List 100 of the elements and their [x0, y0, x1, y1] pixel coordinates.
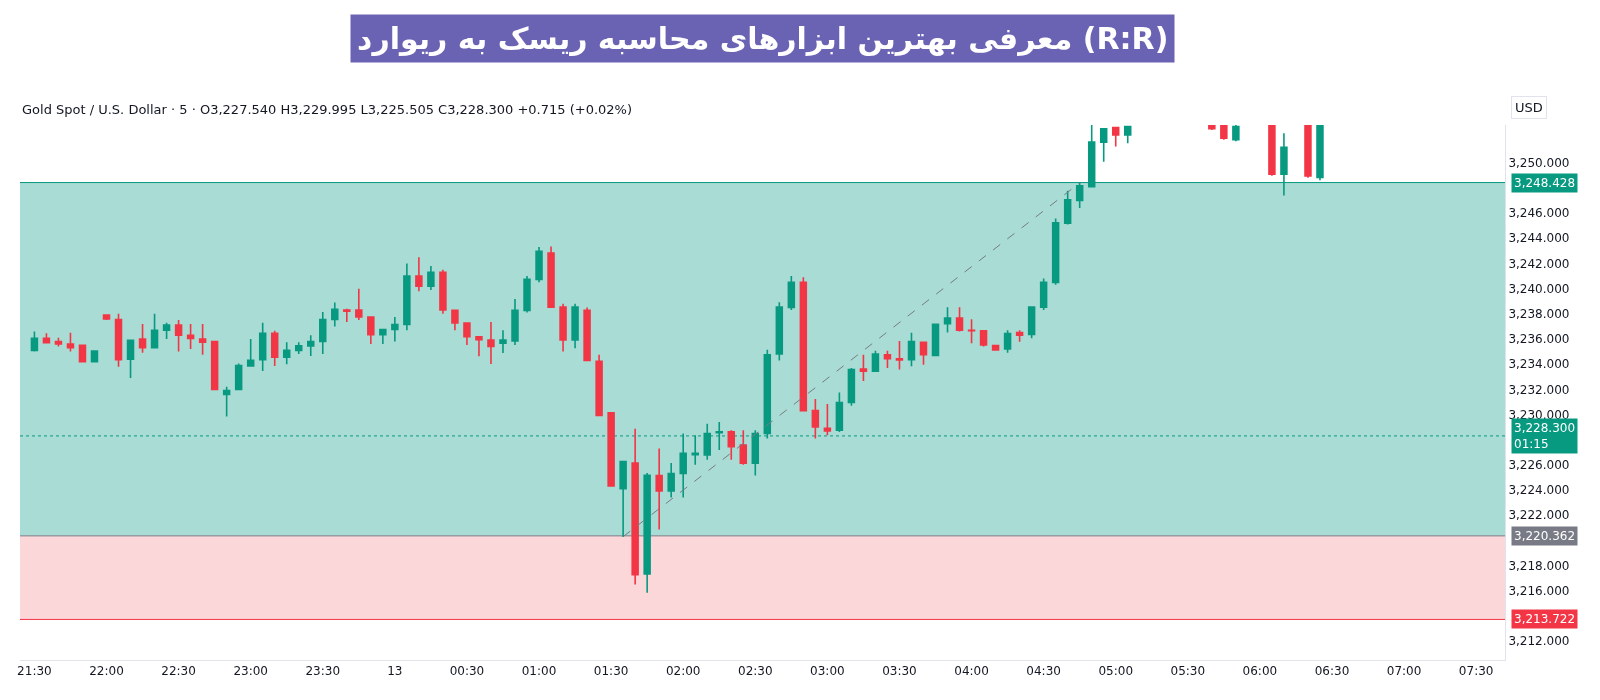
- candlestick: [739, 429, 748, 466]
- candlestick: [811, 398, 820, 440]
- candlestick: [631, 427, 639, 586]
- x-tick-label: 23:00: [233, 664, 268, 679]
- candlestick: [871, 350, 880, 373]
- x-tick-label: 07:00: [1386, 664, 1422, 679]
- candlestick: [967, 318, 976, 345]
- candlestick: [463, 321, 471, 346]
- candlestick: [595, 353, 603, 417]
- y-tick-label: 3,244.000: [1508, 231, 1570, 246]
- candlestick: [1111, 126, 1120, 148]
- candlestick: [307, 334, 315, 357]
- x-tick-label: 21:30: [17, 664, 52, 679]
- y-tick-label: 3,242.000: [1508, 256, 1570, 271]
- y-tick-label: 3,216.000: [1508, 583, 1570, 598]
- candlestick: [895, 340, 904, 371]
- candlestick: [1051, 217, 1060, 286]
- candlestick: [319, 311, 327, 355]
- y-tick-label: 3,240.000: [1508, 281, 1570, 296]
- candlestick: [439, 268, 447, 315]
- candlestick: [331, 301, 339, 328]
- candlestick: [571, 302, 579, 349]
- candlestick: [367, 316, 375, 345]
- candlestick: [427, 265, 435, 291]
- candlestick: [511, 298, 519, 346]
- candlestick: [775, 301, 784, 362]
- candlestick: [787, 275, 796, 311]
- candlestick: [270, 330, 279, 367]
- candlestick: [379, 328, 387, 345]
- y-tick-label: 3,232.000: [1508, 382, 1570, 397]
- candlestick: [294, 341, 303, 355]
- y-tick-label: 3,250.000: [1508, 155, 1570, 170]
- x-tick-label: 13: [387, 664, 403, 679]
- candlestick: [883, 350, 892, 369]
- y-tick-label: 3,226.000: [1508, 458, 1570, 473]
- candlestick: [210, 340, 219, 391]
- candlestick: [282, 341, 291, 365]
- candlestick: [535, 246, 543, 284]
- candlestick: [1063, 189, 1072, 226]
- candlestick: [1099, 128, 1108, 163]
- candlestick: [30, 330, 39, 353]
- candlestick: [499, 329, 507, 354]
- y-tick-label: 3,212.000: [1508, 634, 1570, 649]
- x-tick-label: 04:30: [1026, 664, 1061, 679]
- candlestick: [246, 338, 255, 367]
- candlestick: [1003, 329, 1012, 354]
- candlestick: [475, 335, 483, 358]
- candlestick: [114, 313, 123, 368]
- candlestick: [150, 313, 159, 349]
- x-tick-label: 05:30: [1170, 664, 1206, 679]
- x-tick-label: 00:30: [449, 664, 485, 679]
- candlestick: [355, 287, 363, 321]
- x-tick-label: 22:30: [161, 664, 196, 679]
- candlestick: [222, 386, 231, 418]
- x-tick-label: 23:30: [305, 664, 341, 679]
- candlestick: [583, 306, 591, 362]
- candlestick: [607, 411, 615, 488]
- ref-line-label: 3,213.722: [1514, 612, 1576, 626]
- candlestick: [1124, 125, 1132, 144]
- candlestick: [643, 472, 651, 594]
- candlestick: [655, 447, 663, 531]
- candlestick: [919, 341, 928, 366]
- y-tick-label: 3,234.000: [1508, 357, 1570, 372]
- candlestick: [727, 429, 736, 461]
- candlestick: [835, 391, 844, 433]
- candlestick: [559, 302, 567, 353]
- candlestick: [823, 403, 832, 436]
- chart-subtitle: Gold Spot / U.S. Dollar · 5 · O3,227.540 H3,229.995 L3,225.505 C3,228.300 +0.715 (+0.02%): [22, 102, 633, 117]
- y-tick-label: 3,238.000: [1508, 307, 1570, 322]
- ref-line-label: 3,228.300 01:15: [1514, 421, 1576, 451]
- candlestick: [258, 321, 267, 372]
- x-tick-label: 01:00: [521, 664, 557, 679]
- candlestick: [174, 319, 183, 353]
- y-tick-label: 3,246.000: [1508, 206, 1570, 221]
- candlestick: [547, 245, 555, 309]
- x-tick-label: 02:30: [737, 664, 773, 679]
- candlestick: [102, 313, 111, 321]
- candlestick: [847, 367, 856, 407]
- candlestick: [403, 262, 411, 331]
- candlestick: [42, 332, 51, 345]
- candlestick: [1039, 277, 1048, 311]
- ref-line-label: 3,248.428: [1514, 176, 1576, 190]
- ref-line-label: 3,220.362: [1514, 529, 1576, 543]
- x-tick-label: 01:30: [593, 664, 629, 679]
- y-tick-label: 3,222.000: [1508, 508, 1570, 523]
- candlestick: [126, 339, 135, 379]
- candlestick: [66, 331, 75, 353]
- y-tick-label: 3,224.000: [1508, 483, 1570, 498]
- candlestick: [523, 275, 531, 314]
- candlestick: [78, 344, 87, 363]
- candlestick: [979, 329, 988, 348]
- x-tick-label: 06:30: [1314, 664, 1350, 679]
- x-tick-label: 22:00: [89, 664, 124, 679]
- candlestick: [487, 321, 495, 365]
- x-tick-label: 05:00: [1098, 664, 1134, 679]
- candlestick: [955, 306, 964, 333]
- candlestick: [198, 323, 207, 356]
- candlestick: [619, 460, 627, 538]
- y-axis-title: USD: [1515, 100, 1543, 115]
- x-tick-label: 03:00: [810, 664, 845, 679]
